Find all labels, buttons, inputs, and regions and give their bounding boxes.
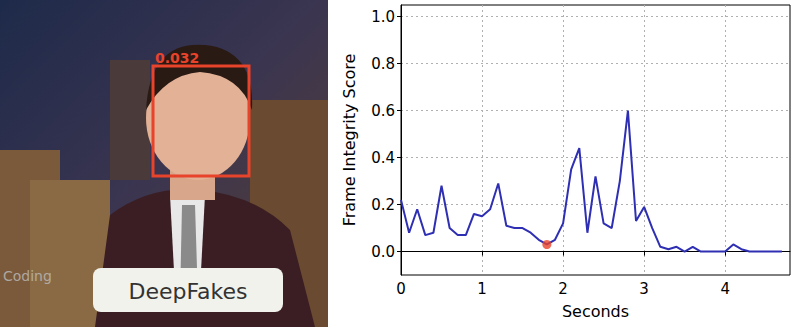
svg-text:0: 0 (396, 280, 406, 298)
svg-text:3: 3 (639, 280, 649, 298)
svg-text:DeepFakes: DeepFakes (128, 279, 247, 304)
svg-text:0.2: 0.2 (371, 196, 395, 214)
svg-text:1: 1 (477, 280, 487, 298)
svg-text:Seconds: Seconds (562, 302, 629, 321)
svg-text:0.8: 0.8 (371, 55, 395, 73)
svg-text:1.0: 1.0 (371, 8, 395, 26)
svg-text:4: 4 (720, 280, 730, 298)
svg-text:0.4: 0.4 (371, 149, 395, 167)
svg-text:Coding: Coding (3, 268, 52, 284)
svg-text:2: 2 (558, 280, 568, 298)
svg-text:0.0: 0.0 (371, 243, 395, 261)
svg-text:0.032: 0.032 (155, 50, 199, 66)
svg-text:0.6: 0.6 (371, 102, 395, 120)
svg-text:Frame Integrity Score: Frame Integrity Score (340, 54, 359, 227)
